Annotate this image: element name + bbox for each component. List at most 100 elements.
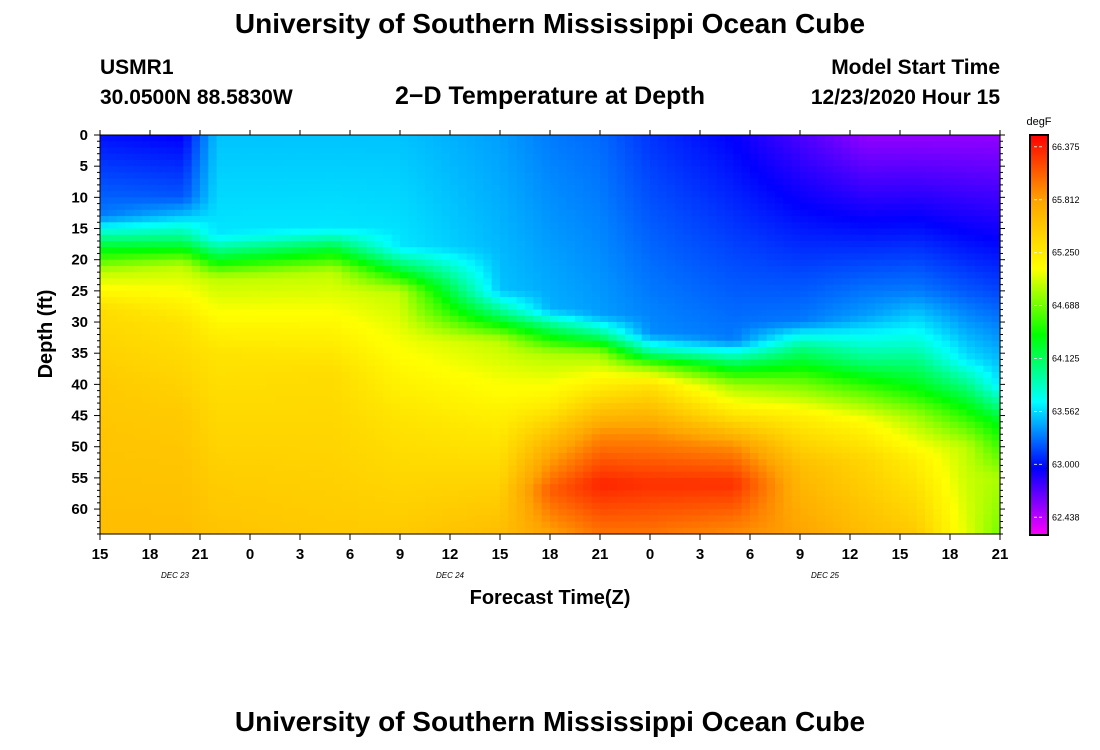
heatmap-cell [341,135,351,142]
heatmap-cell [325,328,334,336]
heatmap-cell [441,209,451,217]
heatmap-cell [675,434,684,442]
heatmap-cell [700,247,709,255]
heatmap-cell [416,496,426,504]
heatmap-cell [616,371,626,379]
heatmap-cell [500,184,509,192]
heatmap-cell [691,484,701,491]
heatmap-cell [425,240,434,248]
heatmap-cell [616,253,626,261]
heatmap-cell [441,166,451,173]
heatmap-cell [483,521,493,529]
heatmap-cell [416,396,426,404]
heatmap-cell [225,471,234,479]
heatmap-cell [700,371,709,379]
heatmap-cell [433,216,443,223]
heatmap-cell [116,216,126,223]
heatmap-cell [275,496,284,504]
heatmap-cell [558,477,568,485]
heatmap-cell [166,272,176,279]
heatmap-cell [300,228,309,236]
heatmap-cell [625,484,634,491]
heatmap-cell [558,272,568,279]
heatmap-cell [500,365,509,373]
heatmap-cell [533,191,543,198]
heatmap-cell [500,240,509,248]
heatmap-cell [650,346,659,354]
heatmap-cell [400,334,409,342]
heatmap-cell [433,477,443,485]
heatmap-cell [733,471,743,479]
heatmap-cell [566,434,576,442]
heatmap-cell [733,240,743,248]
heatmap-cell [725,303,734,311]
heatmap-cell [741,184,751,192]
heatmap-cell [433,521,443,529]
heatmap-cell [225,265,234,273]
heatmap-cell [208,184,218,192]
heatmap-cell [641,191,651,198]
heatmap-cell [358,378,368,385]
heatmap-cell [191,434,201,442]
heatmap-cell [341,328,351,336]
heatmap-cell [566,359,576,367]
heatmap-cell [533,234,543,242]
heatmap-cell [391,278,401,286]
heatmap-cell [600,159,609,167]
heatmap-cell [116,153,126,161]
heatmap-cell [225,315,234,323]
heatmap-cell [183,452,193,460]
heatmap-cell [375,265,384,273]
heatmap-cell [650,509,659,516]
heatmap-cell [408,384,418,392]
heatmap-cell [550,340,559,348]
heatmap-cell [583,209,593,217]
heatmap-cell [600,477,609,485]
heatmap-cell [316,365,326,373]
heatmap-cell [225,415,234,423]
heatmap-cell [600,502,609,510]
heatmap-cell [125,141,134,149]
heatmap-cell [583,365,593,373]
heatmap-cell [300,502,309,510]
heatmap-cell [733,272,743,279]
heatmap-cell [425,421,434,429]
heatmap-cell [175,521,184,529]
heatmap-cell [250,409,259,417]
heatmap-cell [541,191,551,198]
heatmap-cell [216,384,226,392]
heatmap-cell [191,240,201,248]
heatmap-cell [233,446,243,454]
heatmap-cell [625,284,634,292]
heatmap-cell [150,527,159,535]
heatmap-cell [675,484,684,491]
heatmap-cell [341,428,351,435]
heatmap-cell [600,191,609,198]
heatmap-cell [350,135,359,142]
heatmap-cell [341,421,351,429]
heatmap-cell [150,172,159,180]
heatmap-cell [500,216,509,223]
heatmap-cell [333,421,343,429]
heatmap-cell [300,396,309,404]
heatmap-cell [350,490,359,498]
heatmap-cell [383,409,393,417]
heatmap-cell [125,159,134,167]
heatmap-cell [525,328,534,336]
heatmap-cell [716,309,726,317]
heatmap-cell [600,222,609,230]
heatmap-cell [191,166,201,173]
heatmap-cell [325,490,334,498]
heatmap-cell [500,178,509,186]
heatmap-cell [525,303,534,311]
heatmap-cell [625,253,634,261]
heatmap-cell [316,509,326,516]
heatmap-cell [100,440,109,448]
heatmap-cell [233,322,243,329]
heatmap-cell [150,253,159,261]
heatmap-cell [183,247,193,255]
heatmap-cell [200,259,209,267]
heatmap-cell [583,297,593,304]
heatmap-cell [166,365,176,373]
heatmap-cell [566,203,576,211]
